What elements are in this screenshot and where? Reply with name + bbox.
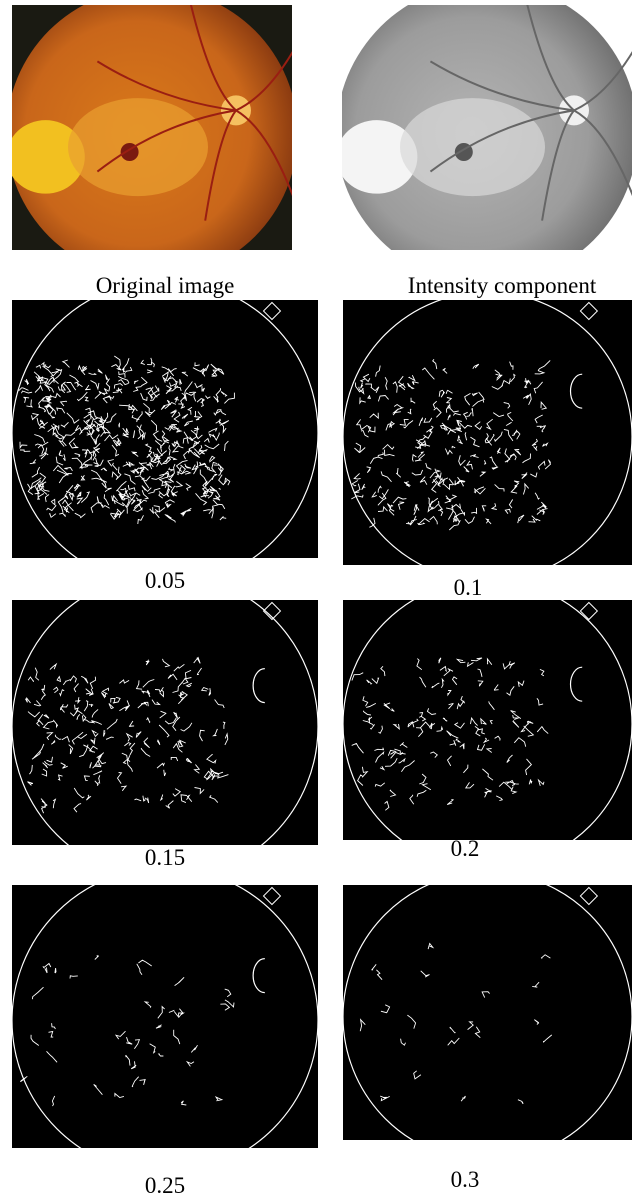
edge-image [343, 580, 632, 869]
edge-image [12, 868, 318, 1174]
image-background [343, 600, 632, 840]
image-background [343, 300, 632, 565]
edge-image [343, 292, 632, 581]
fundus-image [336, 0, 641, 284]
edge-image [12, 574, 318, 880]
image-background [12, 600, 318, 845]
caption: Intensity component [408, 273, 597, 298]
image-content [12, 280, 318, 586]
image-background [12, 885, 318, 1148]
figure: Original image Intensity component 0.05 … [0, 0, 641, 1203]
image-content [6, 0, 313, 279]
image-content [12, 868, 318, 1174]
caption: 0.05 [145, 568, 185, 593]
caption: 0.3 [451, 1167, 480, 1192]
caption: Original image [96, 273, 235, 298]
exudates [400, 98, 545, 196]
page: Original image Intensity component 0.05 … [0, 0, 641, 1203]
exudates [68, 98, 208, 196]
edge-image [343, 872, 632, 1161]
image-content [343, 580, 632, 869]
image-background [12, 300, 318, 558]
caption: 0.15 [145, 845, 185, 870]
edge-image [12, 280, 318, 586]
image-content [343, 292, 632, 581]
image-content [336, 0, 641, 284]
image-content [12, 574, 318, 880]
image-content [343, 872, 632, 1161]
fundus-image [6, 0, 313, 279]
caption: 0.1 [454, 575, 483, 600]
caption: 0.25 [145, 1173, 185, 1198]
